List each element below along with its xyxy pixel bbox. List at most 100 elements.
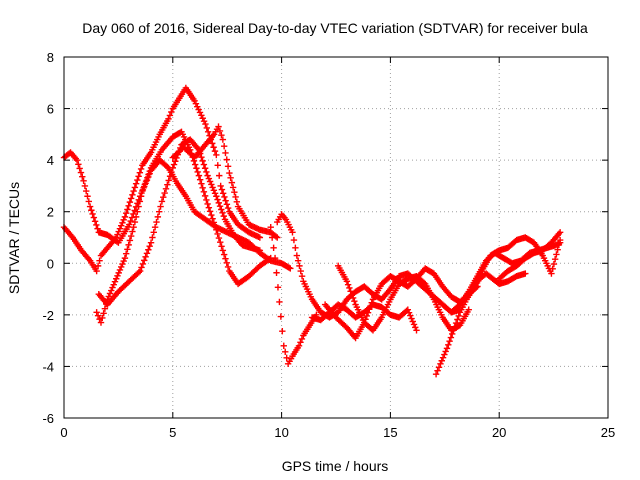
data-point: [283, 354, 290, 362]
data-point: [556, 236, 564, 244]
data-point: [73, 156, 81, 164]
data-point: [298, 272, 306, 280]
series-track-10: [334, 262, 472, 334]
y-axis-title: SDTVAR / TECUs: [6, 182, 22, 294]
data-point: [137, 193, 145, 200]
data-point: [206, 208, 214, 215]
data-point: [132, 213, 140, 221]
data-point: [277, 313, 285, 320]
data-point: [116, 266, 124, 274]
data-point: [224, 204, 232, 212]
data-point: [203, 168, 210, 176]
data-point: [199, 157, 206, 165]
data-point: [93, 309, 100, 316]
data-point: [126, 198, 134, 206]
data-point: [437, 360, 444, 368]
x-axis-title: GPS time / hours: [282, 458, 389, 474]
data-point: [210, 187, 218, 194]
data-point: [215, 234, 223, 242]
data-point: [191, 161, 199, 168]
data-point: [294, 257, 302, 264]
data-point: [97, 319, 105, 326]
data-point: [452, 319, 460, 327]
data-point: [115, 228, 122, 235]
data-point: [122, 250, 130, 257]
data-point: [550, 260, 558, 268]
y-tick-label: -2: [42, 308, 54, 323]
data-point: [218, 132, 225, 139]
data-point: [297, 339, 304, 346]
data-point: [211, 190, 219, 197]
data-point: [130, 223, 137, 231]
data-point: [168, 108, 175, 116]
data-point: [129, 228, 136, 235]
data-point: [205, 175, 213, 182]
data-point: [217, 182, 224, 190]
data-point: [136, 198, 144, 205]
data-point: [93, 221, 100, 229]
series-track-4: [95, 136, 264, 308]
data-point: [271, 254, 279, 262]
data-point: [220, 143, 228, 150]
data-point: [129, 191, 136, 198]
data-point: [204, 172, 211, 179]
data-point: [223, 259, 230, 266]
data-point: [214, 230, 221, 238]
plot-frame: [63, 56, 609, 419]
x-tick-label: 15: [383, 425, 397, 440]
data-point: [113, 234, 120, 241]
data-point: [219, 209, 226, 217]
data-point: [136, 169, 144, 176]
data-point: [161, 189, 168, 197]
data-point: [409, 318, 416, 325]
data-point: [142, 253, 149, 261]
data-point: [94, 262, 102, 270]
data-point: [105, 293, 112, 300]
data-point: [405, 309, 413, 316]
data-point: [549, 265, 556, 273]
data-point: [166, 173, 174, 180]
data-point: [232, 193, 239, 201]
data-point: [164, 181, 171, 188]
data-point: [127, 217, 134, 225]
data-point: [216, 127, 224, 135]
data-point: [438, 357, 445, 364]
data-point: [285, 264, 293, 271]
data-point: [274, 284, 282, 291]
data-point: [142, 177, 150, 185]
data-point: [141, 257, 148, 264]
x-tick-label: 10: [274, 425, 288, 440]
data-point: [196, 176, 204, 183]
data-point: [209, 184, 216, 191]
y-tick-label: 8: [47, 50, 54, 65]
data-point: [222, 149, 229, 157]
data-point: [125, 202, 132, 210]
data-point: [120, 216, 127, 224]
data-point: [193, 165, 200, 172]
chart-title: Day 060 of 2016, Sidereal Day-to-day VTE…: [82, 20, 588, 36]
data-point: [233, 198, 241, 205]
data-point: [407, 312, 414, 319]
data-point: [136, 267, 144, 275]
data-point: [224, 163, 232, 170]
data-point: [134, 176, 141, 184]
data-point: [100, 310, 107, 317]
data-point: [231, 188, 238, 196]
data-point: [279, 327, 286, 335]
data-point: [214, 162, 221, 169]
data-point: [222, 197, 229, 204]
data-point: [93, 267, 100, 275]
data-point: [448, 330, 456, 338]
data-point: [209, 215, 216, 222]
data-point: [108, 287, 115, 294]
data-point: [82, 187, 90, 195]
data-point: [348, 291, 356, 298]
data-point: [343, 278, 351, 285]
data-point: [435, 364, 443, 371]
data-point: [79, 173, 86, 180]
data-point: [88, 207, 95, 214]
data-point: [86, 203, 94, 210]
data-point: [170, 161, 178, 168]
data-point: [94, 225, 101, 232]
data-point: [220, 212, 227, 220]
